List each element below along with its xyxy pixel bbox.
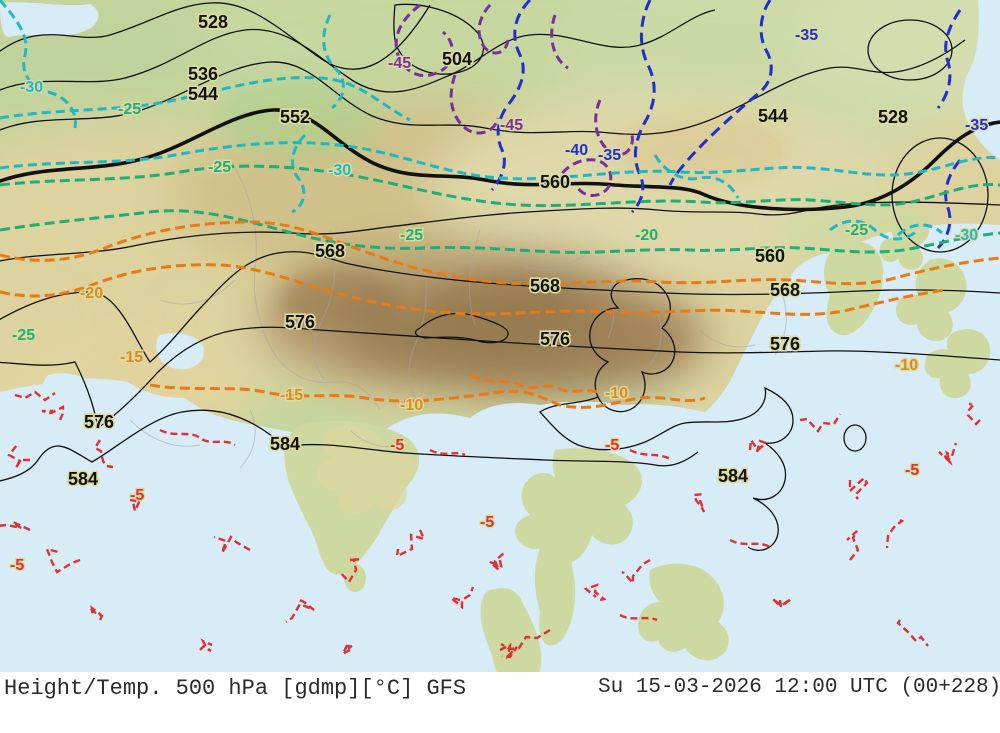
svg-text:584: 584	[270, 434, 300, 454]
svg-text:-40: -40	[565, 142, 588, 159]
svg-text:-5: -5	[10, 557, 24, 574]
svg-text:560: 560	[540, 172, 570, 192]
svg-text:528: 528	[878, 107, 908, 127]
svg-text:568: 568	[770, 280, 800, 300]
svg-text:-30: -30	[955, 227, 978, 244]
svg-text:584: 584	[718, 466, 748, 486]
svg-text:-20: -20	[80, 285, 103, 302]
svg-text:568: 568	[530, 276, 560, 296]
svg-text:-35: -35	[795, 27, 818, 44]
svg-text:568: 568	[315, 241, 345, 261]
svg-text:544: 544	[188, 84, 218, 104]
svg-text:-25: -25	[400, 227, 423, 244]
svg-text:576: 576	[285, 312, 315, 332]
svg-text:576: 576	[540, 329, 570, 349]
svg-text:-20: -20	[635, 227, 658, 244]
svg-text:-45: -45	[388, 55, 411, 72]
svg-text:576: 576	[770, 334, 800, 354]
svg-text:576: 576	[84, 412, 114, 432]
svg-text:536: 536	[188, 64, 218, 84]
svg-text:-15: -15	[280, 387, 303, 404]
svg-text:-5: -5	[605, 437, 619, 454]
svg-text:-5: -5	[130, 487, 144, 504]
svg-text:-30: -30	[328, 162, 351, 179]
svg-text:584: 584	[68, 469, 98, 489]
svg-text:-35: -35	[598, 147, 621, 164]
svg-text:-25: -25	[118, 101, 141, 118]
svg-text:-35: -35	[965, 117, 988, 134]
svg-text:-25: -25	[845, 222, 868, 239]
svg-text:552: 552	[280, 107, 310, 127]
svg-text:-25: -25	[12, 327, 35, 344]
svg-text:-45: -45	[500, 117, 523, 134]
svg-text:504: 504	[442, 49, 472, 69]
svg-text:544: 544	[758, 106, 788, 126]
svg-text:-10: -10	[605, 385, 628, 402]
svg-text:-10: -10	[400, 397, 423, 414]
svg-text:-15: -15	[120, 349, 143, 366]
svg-text:528: 528	[198, 12, 228, 32]
svg-text:-25: -25	[208, 159, 231, 176]
svg-text:-5: -5	[905, 462, 919, 479]
svg-text:-5: -5	[390, 437, 404, 454]
svg-text:560: 560	[755, 246, 785, 266]
svg-text:-5: -5	[480, 514, 494, 531]
svg-text:-30: -30	[20, 79, 43, 96]
svg-text:-10: -10	[895, 357, 918, 374]
